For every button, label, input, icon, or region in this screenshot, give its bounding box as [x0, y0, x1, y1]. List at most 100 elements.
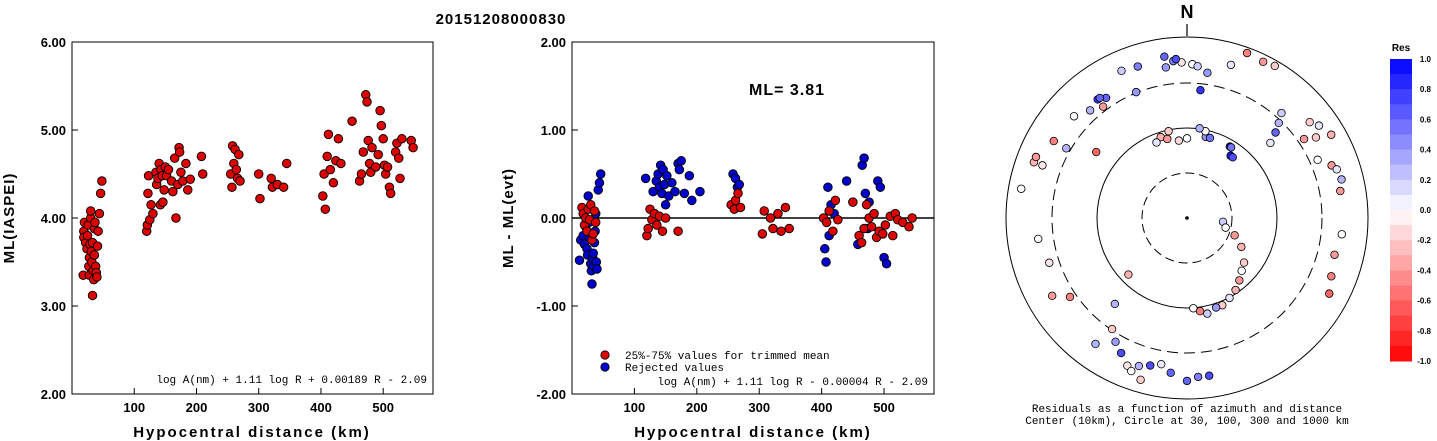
station-residual-marker: [1299, 134, 1309, 144]
left-points: [78, 90, 418, 301]
station-residual-marker: [1065, 292, 1075, 302]
y-tick-label: 5.00: [41, 123, 66, 138]
data-point: [255, 193, 265, 204]
station-residual-marker: [1332, 165, 1341, 174]
station-residual-marker: [1069, 112, 1079, 121]
trimmed-point: [856, 237, 867, 248]
station-residual-marker: [1235, 276, 1244, 285]
rejected-point: [674, 164, 685, 175]
station-residual-marker: [1205, 133, 1215, 143]
data-point: [231, 164, 242, 175]
data-point: [318, 191, 328, 201]
colorbar-cell: [1390, 270, 1412, 286]
legend-marker-rejected: [600, 362, 610, 372]
station-residual-marker: [1160, 52, 1169, 61]
trimmed-point: [733, 188, 743, 199]
data-point: [92, 272, 102, 282]
data-point: [197, 169, 208, 179]
data-point: [235, 176, 245, 186]
rejected-point: [841, 176, 852, 186]
station-residual-marker: [1196, 85, 1205, 95]
colorbar-cell: [1390, 119, 1412, 135]
station-residual-marker: [1195, 124, 1204, 133]
station-residual-marker: [1111, 337, 1120, 347]
rejected-point: [820, 244, 830, 254]
middle-equation: log A(nm) + 1.11 log R - 0.00004 R - 2.0…: [657, 377, 928, 389]
figure-title: 20151208000830: [436, 11, 567, 28]
trimmed-point: [824, 206, 834, 216]
data-point: [87, 290, 98, 301]
y-tick-label: 4.00: [41, 211, 66, 226]
trimmed-point: [776, 226, 786, 236]
data-point: [93, 226, 103, 236]
trimmed-point: [878, 229, 888, 239]
station-residual-marker: [1034, 234, 1043, 244]
colorbar-cell: [1390, 59, 1412, 75]
station-residual-marker: [1127, 366, 1136, 376]
data-point: [174, 147, 185, 157]
colorbar-tick-label: -0.2: [1417, 236, 1431, 245]
station-residual-marker: [1107, 324, 1117, 334]
colorbar-cell: [1390, 149, 1412, 166]
station-residual-marker: [1193, 62, 1202, 71]
station-residual-marker: [1204, 371, 1214, 380]
y-tick-label: -1.00: [536, 299, 566, 314]
colorbar-cell: [1390, 315, 1412, 332]
data-point: [183, 185, 193, 195]
station-residual-marker: [1182, 376, 1192, 386]
colorbar-cell: [1390, 345, 1412, 362]
station-residual-marker: [1163, 134, 1172, 144]
trimmed-point: [888, 230, 898, 241]
colorbar-tick-label: 0.0: [1420, 206, 1432, 215]
station-residual-marker: [1225, 293, 1234, 303]
middle-xlabel: Hypocentral distance (km): [634, 424, 872, 441]
left-panel: 100 200 300 400 500 2.00 3.00 4.00 5.00 6.00 ML(I…: [1, 35, 434, 441]
ml-value: ML= 3.81: [749, 82, 825, 99]
data-point: [362, 97, 372, 107]
trimmed-point: [880, 220, 891, 230]
data-point: [169, 153, 180, 163]
azimuth-panel: N Residuals as a function of azimuth and…: [1005, 2, 1369, 428]
trimmed-point: [673, 226, 683, 236]
rejected-point: [823, 182, 833, 192]
station-residual-marker: [1337, 230, 1347, 239]
station-residual-marker: [1327, 272, 1336, 281]
trimmed-point: [821, 217, 832, 228]
station-residual-marker: [1182, 134, 1192, 143]
rejected-point: [881, 259, 892, 269]
rejected-point: [679, 188, 690, 199]
trimmed-point: [830, 195, 841, 206]
data-point: [373, 149, 383, 160]
y-tick-label: 6.00: [41, 35, 66, 50]
station-residual-marker: [1110, 299, 1120, 309]
colorbar-cells: [1390, 59, 1412, 362]
data-point: [95, 188, 106, 199]
data-point: [234, 149, 244, 160]
left-equation: log A(nm) + 1.11 log R + 0.00189 R - 2.0…: [156, 375, 427, 387]
colorbar-cell: [1390, 134, 1412, 151]
polar-points: [1017, 48, 1347, 386]
north-label: N: [1181, 2, 1194, 22]
trimmed-point: [768, 223, 778, 234]
colorbar-tick-label: -1.0: [1417, 357, 1431, 366]
colorbar-cell: [1390, 285, 1412, 302]
data-point: [367, 142, 377, 153]
x-tick-label: 300: [748, 400, 770, 415]
rejected-point: [594, 178, 605, 188]
colorbar-cell: [1390, 89, 1412, 105]
data-point: [325, 164, 336, 175]
colorbar-cell: [1390, 179, 1412, 196]
station-residual-marker: [1311, 133, 1321, 142]
data-point: [333, 134, 344, 144]
data-point: [97, 176, 107, 186]
colorbar-cell: [1390, 255, 1412, 271]
station-residual-marker: [1166, 368, 1175, 378]
x-tick-label: 100: [624, 400, 646, 415]
station-residual-marker: [1017, 184, 1026, 193]
data-point: [159, 185, 169, 195]
trimmed-point: [907, 213, 917, 223]
station-residual-marker: [1189, 304, 1198, 313]
station-residual-marker: [1203, 68, 1212, 78]
station-residual-marker: [1325, 289, 1334, 298]
rejected-point: [592, 264, 602, 274]
